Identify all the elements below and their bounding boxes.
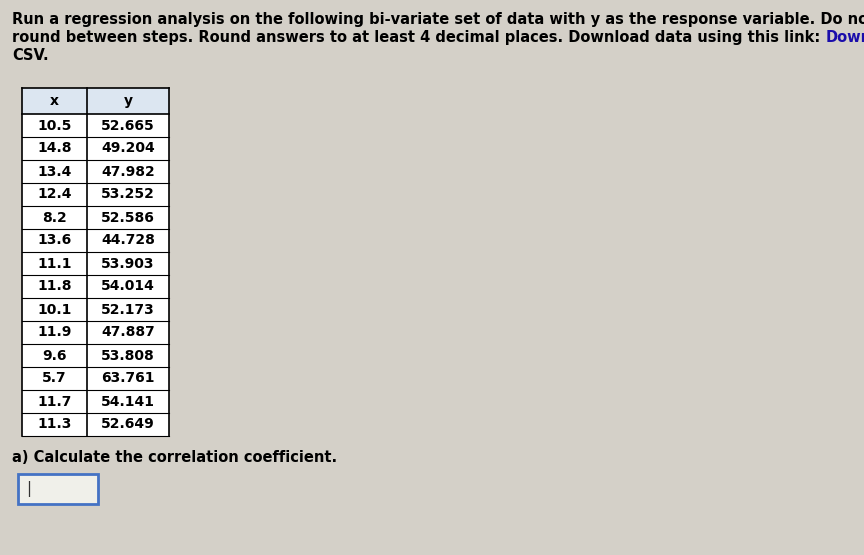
- Text: round between steps. Round answers to at least 4 decimal places. Download data u: round between steps. Round answers to at…: [12, 30, 825, 45]
- Text: 11.9: 11.9: [37, 325, 72, 340]
- Text: 47.982: 47.982: [101, 164, 155, 179]
- Text: |: |: [26, 481, 31, 497]
- Text: 8.2: 8.2: [42, 210, 67, 225]
- Text: 52.173: 52.173: [101, 302, 155, 316]
- Text: 11.1: 11.1: [37, 256, 72, 270]
- Text: 44.728: 44.728: [101, 234, 155, 248]
- Text: CSV.: CSV.: [12, 48, 48, 63]
- Text: Run a regression analysis on the following bi-variate set of data with y as the : Run a regression analysis on the followi…: [12, 12, 864, 27]
- Text: 10.1: 10.1: [37, 302, 72, 316]
- Text: 53.252: 53.252: [101, 188, 155, 201]
- Text: x: x: [50, 94, 59, 108]
- Text: 49.204: 49.204: [101, 142, 155, 155]
- Text: 13.4: 13.4: [37, 164, 72, 179]
- Text: 11.8: 11.8: [37, 280, 72, 294]
- Text: 47.887: 47.887: [101, 325, 155, 340]
- Text: 5.7: 5.7: [42, 371, 67, 386]
- Text: 9.6: 9.6: [42, 349, 67, 362]
- Text: 54.141: 54.141: [101, 395, 155, 408]
- Text: Download: Download: [825, 30, 864, 45]
- Text: 54.014: 54.014: [101, 280, 155, 294]
- Text: 53.903: 53.903: [101, 256, 155, 270]
- Text: 12.4: 12.4: [37, 188, 72, 201]
- Text: 63.761: 63.761: [101, 371, 155, 386]
- Text: 11.7: 11.7: [37, 395, 72, 408]
- Text: y: y: [124, 94, 132, 108]
- Text: 53.808: 53.808: [101, 349, 155, 362]
- Text: 52.665: 52.665: [101, 119, 155, 133]
- Text: 52.586: 52.586: [101, 210, 155, 225]
- Text: 52.649: 52.649: [101, 417, 155, 431]
- Text: 13.6: 13.6: [37, 234, 72, 248]
- Text: 11.3: 11.3: [37, 417, 72, 431]
- Text: 10.5: 10.5: [37, 119, 72, 133]
- Text: a) Calculate the correlation coefficient.: a) Calculate the correlation coefficient…: [12, 450, 337, 465]
- Text: 14.8: 14.8: [37, 142, 72, 155]
